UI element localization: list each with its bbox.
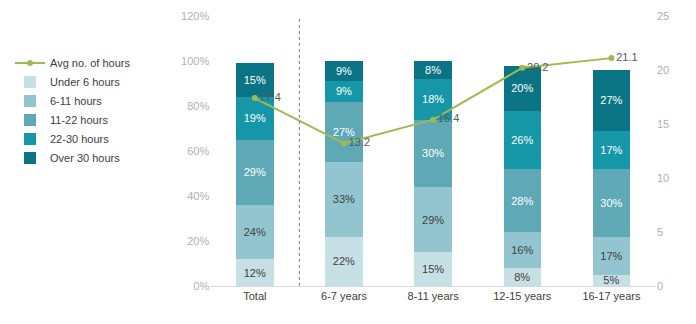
svg-text:100%: 100% xyxy=(181,55,209,67)
svg-text:15: 15 xyxy=(657,118,669,130)
svg-text:10: 10 xyxy=(657,172,669,184)
svg-text:28%: 28% xyxy=(511,195,533,207)
svg-text:9%: 9% xyxy=(336,65,352,77)
svg-text:26%: 26% xyxy=(511,134,533,146)
svg-text:21.1: 21.1 xyxy=(616,51,637,63)
svg-text:17%: 17% xyxy=(600,250,622,262)
svg-text:Under 6 hours: Under 6 hours xyxy=(50,76,120,88)
svg-text:13.2: 13.2 xyxy=(349,136,370,148)
svg-text:15%: 15% xyxy=(244,74,266,86)
svg-text:12%: 12% xyxy=(244,267,266,279)
svg-text:24%: 24% xyxy=(244,226,266,238)
svg-text:60%: 60% xyxy=(187,145,209,157)
svg-text:120%: 120% xyxy=(181,10,209,22)
svg-text:8%: 8% xyxy=(514,271,530,283)
svg-text:17.4: 17.4 xyxy=(260,91,281,103)
svg-text:6-7 years: 6-7 years xyxy=(321,290,367,302)
svg-text:29%: 29% xyxy=(244,166,266,178)
svg-text:Avg no. of hours: Avg no. of hours xyxy=(50,57,130,69)
svg-text:5%: 5% xyxy=(603,274,619,286)
svg-text:0%: 0% xyxy=(193,280,209,292)
svg-text:11-22 hours: 11-22 hours xyxy=(50,114,108,126)
svg-text:20%: 20% xyxy=(187,235,209,247)
svg-text:0: 0 xyxy=(657,280,663,292)
svg-text:20.2: 20.2 xyxy=(527,61,548,73)
svg-text:15.4: 15.4 xyxy=(438,112,459,124)
svg-text:8-11 years: 8-11 years xyxy=(408,290,460,302)
svg-text:30%: 30% xyxy=(600,197,622,209)
svg-text:18%: 18% xyxy=(422,93,444,105)
svg-text:80%: 80% xyxy=(187,100,209,112)
svg-text:15%: 15% xyxy=(422,263,444,275)
svg-text:19%: 19% xyxy=(244,112,266,124)
svg-text:20: 20 xyxy=(657,64,669,76)
svg-text:9%: 9% xyxy=(336,85,352,97)
svg-text:16%: 16% xyxy=(511,244,533,256)
svg-text:17%: 17% xyxy=(600,144,622,156)
svg-text:30%: 30% xyxy=(422,147,444,159)
svg-text:6-11 hours: 6-11 hours xyxy=(50,95,102,107)
svg-text:22-30 hours: 22-30 hours xyxy=(50,133,109,145)
svg-text:Over 30 hours: Over 30 hours xyxy=(50,152,120,164)
svg-text:29%: 29% xyxy=(422,214,444,226)
svg-text:33%: 33% xyxy=(333,193,355,205)
svg-text:12-15 years: 12-15 years xyxy=(493,290,552,302)
svg-text:25: 25 xyxy=(657,10,669,22)
svg-text:Total: Total xyxy=(243,290,266,302)
svg-text:40%: 40% xyxy=(187,190,209,202)
svg-text:22%: 22% xyxy=(333,255,355,267)
svg-text:16-17 years: 16-17 years xyxy=(582,290,641,302)
svg-text:20%: 20% xyxy=(511,82,533,94)
svg-text:27%: 27% xyxy=(600,94,622,106)
svg-text:5: 5 xyxy=(657,226,663,238)
svg-text:8%: 8% xyxy=(425,64,441,76)
svg-text:27%: 27% xyxy=(333,126,355,138)
